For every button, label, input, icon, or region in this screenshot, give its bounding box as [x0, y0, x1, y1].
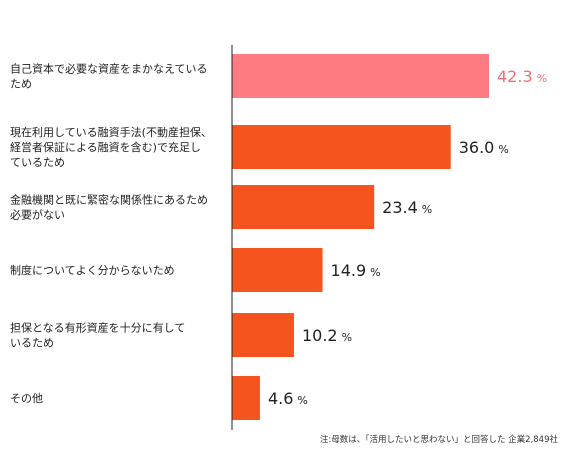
bar-4: [232, 313, 294, 357]
bar-3: [232, 248, 323, 292]
bar-2: [232, 185, 375, 229]
value-label-5: 4.6%: [268, 389, 308, 408]
category-label-1: 現在利用している融資手法(不動産担保、経営者保証による融資を含む)で充足している…: [10, 125, 212, 169]
footnote: 注:母数は、「活用したいと思わない」と回答した 企業2,849社: [320, 434, 559, 445]
category-label-3: 制度についてよく分からないため: [10, 263, 175, 277]
category-labels: 自己資本で必要な資産をまかなえているため現在利用している融資手法(不動産担保、経…: [10, 62, 212, 406]
bar-5: [232, 376, 260, 420]
value-label-2: 23.4%: [382, 198, 432, 217]
category-label-2: 金融機関と既に緊密な関係性にあるため必要がない: [10, 193, 208, 222]
value-labels: 42.3 % 36.0 % 23.4 % 14.9 % 10.2 % 4.6%: [268, 67, 547, 408]
bars: [232, 54, 489, 420]
value-label-4: 10.2%: [302, 326, 352, 345]
bar-1: [232, 125, 451, 169]
category-label-4: 担保となる有形資産を十分に有しているため: [10, 321, 185, 350]
value-label-1: 36.0%: [459, 138, 509, 157]
bar-0: [232, 54, 489, 98]
value-label-3: 14.9%: [331, 261, 381, 280]
value-label-0: 42.3%: [497, 67, 547, 86]
category-label-0: 自己資本で必要な資産をまかなえているため: [10, 62, 207, 91]
category-label-5: その他: [10, 392, 43, 405]
